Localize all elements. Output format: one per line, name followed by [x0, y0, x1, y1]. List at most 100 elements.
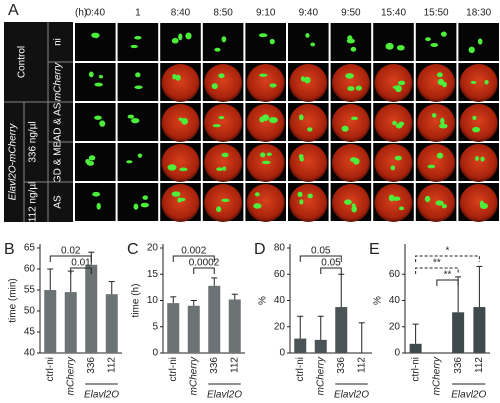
cell-blob	[86, 160, 95, 166]
image-cell	[159, 22, 202, 62]
cell-blob	[394, 155, 402, 161]
cell-blob	[134, 85, 143, 90]
embryo	[459, 144, 498, 182]
cell-blob	[350, 116, 358, 121]
cell-blob	[396, 44, 405, 51]
image-cell	[74, 102, 117, 142]
image-cell	[74, 22, 117, 62]
cell-blob	[178, 33, 183, 41]
panel-label: E	[369, 241, 380, 258]
cell-blob	[347, 35, 353, 42]
time-label: 8:40	[171, 8, 191, 19]
cell-blob	[216, 167, 224, 171]
x-tick-label: mCherry	[315, 356, 326, 395]
time-label: 18:30	[466, 8, 491, 19]
y-tick-label: 40	[24, 348, 36, 359]
cell-blob	[261, 114, 270, 121]
cell-blob	[94, 115, 102, 120]
cell-blob	[214, 47, 221, 52]
cell-blob	[258, 33, 268, 38]
time-label: 9:40	[299, 8, 319, 19]
y-tick-label: 5	[152, 321, 158, 332]
cell-blob	[398, 206, 405, 211]
cell-blob	[260, 152, 266, 158]
time-label: 9:10	[256, 8, 276, 19]
y-axis-label: %	[373, 296, 384, 305]
cell-blob	[98, 75, 104, 79]
bar	[44, 290, 57, 353]
cell-blob	[479, 200, 484, 207]
cell-blob	[474, 156, 479, 161]
x-tick-label: 112	[356, 357, 367, 373]
cell-blob	[307, 193, 313, 199]
cell-blob	[344, 199, 352, 205]
embryo	[246, 184, 285, 222]
cell-blob	[92, 191, 101, 197]
group-label: Elavl2O-mCherry	[8, 123, 19, 201]
bar	[228, 299, 241, 353]
y-tick-label: 60	[274, 269, 286, 280]
embryo	[331, 104, 370, 142]
cell-blob	[395, 123, 403, 129]
bracket	[49, 255, 92, 262]
row-label: GD & MB	[53, 141, 64, 184]
row-label: AD & AS	[53, 102, 64, 141]
cell-blob	[441, 203, 447, 209]
x-tick-label: 336	[209, 357, 220, 374]
cell-blob	[253, 203, 262, 209]
bar	[167, 303, 180, 353]
panel-label: D	[254, 241, 266, 258]
cell-blob	[425, 37, 431, 42]
image-cell	[116, 182, 160, 222]
cell-blob	[172, 73, 177, 80]
cell-blob	[221, 198, 230, 203]
bar	[208, 285, 221, 353]
bracket	[172, 255, 215, 262]
dose-label: 112 ng/µl	[28, 182, 39, 223]
annotation: 0.002	[181, 246, 206, 257]
y-tick-label: 45	[24, 327, 36, 338]
cell-blob	[355, 85, 362, 91]
cell-blob	[440, 117, 445, 125]
embryo	[289, 104, 328, 142]
bracket	[320, 267, 342, 274]
x-tick-label: mCherry	[432, 356, 443, 395]
bar	[64, 292, 77, 353]
x-tick-label: ctrl-ni	[168, 357, 179, 381]
embryo	[246, 64, 285, 102]
cell-blob	[221, 152, 229, 158]
cell-blob	[130, 44, 138, 49]
panel-label: C	[127, 241, 139, 258]
cell-blob	[472, 126, 481, 133]
x-tick-label: 112	[106, 357, 117, 373]
separators	[4, 22, 73, 222]
cell-blob	[140, 202, 149, 208]
bar	[294, 338, 307, 353]
cell-blob	[142, 195, 148, 200]
group-label: Elavl2O	[334, 390, 369, 401]
y-tick-label: 0	[394, 348, 400, 359]
embryo	[246, 104, 285, 142]
cell-blob	[91, 32, 100, 38]
y-tick-label: 40	[274, 295, 286, 306]
label-column	[4, 22, 73, 222]
x-tick-label: ctrl-ni	[45, 357, 56, 381]
bar	[452, 312, 465, 353]
embryo	[204, 104, 243, 142]
cell-blob	[438, 123, 448, 129]
row-label: ni	[53, 38, 64, 46]
cell-blob	[218, 116, 225, 120]
cell-blob	[137, 153, 143, 158]
cell-blob	[212, 124, 221, 128]
time-header: (h)	[75, 8, 87, 19]
embryo	[161, 144, 200, 182]
y-tick-label: 20	[274, 321, 286, 332]
y-tick-label: 0	[279, 348, 285, 359]
cell-blob	[303, 76, 311, 84]
image-cell	[116, 62, 160, 102]
cell-blob	[468, 46, 475, 54]
cell-blob	[440, 31, 447, 37]
